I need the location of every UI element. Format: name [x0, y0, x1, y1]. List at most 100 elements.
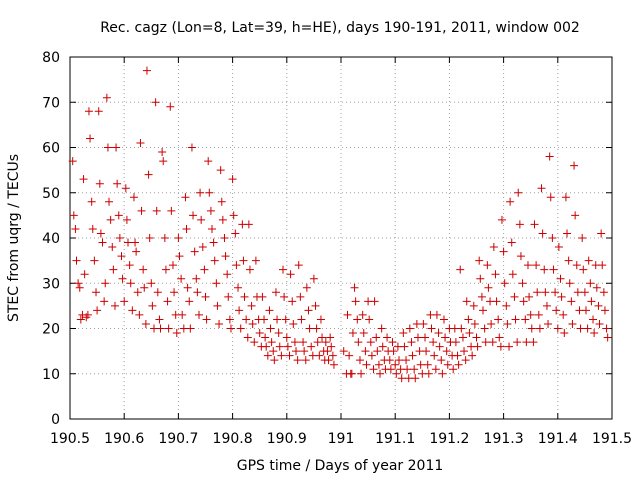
x-tick-label: 191.5	[592, 431, 632, 447]
data-point	[232, 261, 241, 270]
data-point	[224, 292, 233, 301]
data-point	[599, 288, 608, 297]
data-point	[462, 297, 471, 306]
data-point	[148, 301, 157, 310]
data-point	[475, 256, 484, 265]
data-point	[541, 288, 550, 297]
data-point	[74, 279, 83, 288]
data-point	[540, 265, 549, 274]
x-tick-label: 191.4	[538, 431, 578, 447]
data-point	[242, 315, 251, 324]
data-point	[328, 351, 337, 360]
data-point	[348, 329, 357, 338]
data-point	[93, 306, 102, 315]
data-point	[164, 324, 173, 333]
data-point	[121, 184, 130, 193]
data-point	[542, 301, 551, 310]
data-point	[197, 215, 206, 224]
data-point	[108, 243, 117, 252]
data-point	[361, 347, 370, 356]
data-point	[128, 306, 137, 315]
data-point	[527, 324, 536, 333]
data-point	[354, 338, 363, 347]
data-point	[578, 234, 587, 242]
x-tick-label: 190.9	[267, 431, 307, 447]
data-point	[408, 351, 417, 360]
data-point	[159, 157, 168, 166]
data-point	[389, 347, 398, 356]
data-point	[223, 270, 232, 279]
data-point	[327, 342, 336, 351]
data-point	[347, 369, 356, 378]
data-point	[307, 342, 316, 351]
data-point	[94, 107, 103, 116]
data-point	[511, 315, 520, 324]
data-point	[106, 215, 115, 224]
data-point	[357, 369, 366, 378]
data-point	[122, 215, 131, 224]
data-point	[556, 274, 565, 283]
data-point	[140, 283, 149, 292]
data-point	[422, 347, 431, 356]
data-point	[185, 297, 194, 306]
x-tick-label: 191.2	[429, 431, 469, 447]
data-point	[419, 319, 428, 328]
data-point	[523, 261, 532, 270]
data-point	[581, 306, 590, 315]
data-point	[407, 338, 416, 347]
data-point	[468, 351, 477, 360]
data-point	[189, 211, 198, 220]
data-point	[221, 252, 230, 261]
chart-title: Rec. cagz (Lon=8, Lat=39, h=HE), days 19…	[100, 20, 580, 36]
data-point	[86, 134, 95, 143]
data-point	[434, 329, 443, 338]
y-tick-label: 30	[42, 276, 60, 292]
y-tick-label: 0	[51, 412, 60, 428]
data-point	[288, 297, 297, 306]
data-point	[470, 319, 479, 328]
data-point	[521, 315, 530, 324]
data-point	[430, 351, 439, 360]
data-point	[261, 333, 270, 342]
data-point	[479, 306, 488, 315]
data-point	[533, 288, 542, 297]
y-tick-label: 70	[42, 95, 60, 111]
data-point	[220, 234, 229, 242]
data-point	[282, 333, 291, 342]
data-point	[365, 315, 374, 324]
data-point	[101, 279, 110, 288]
data-point	[72, 256, 81, 265]
data-point	[454, 360, 463, 369]
data-point	[457, 324, 466, 333]
data-point	[129, 193, 138, 202]
data-point	[394, 356, 403, 365]
data-point	[503, 319, 512, 328]
data-point	[369, 365, 378, 374]
data-point	[76, 315, 85, 324]
data-point	[279, 265, 288, 274]
data-point	[355, 356, 364, 365]
data-point	[594, 301, 603, 310]
data-point	[273, 315, 282, 324]
data-point	[326, 333, 335, 342]
data-point	[290, 338, 299, 347]
data-point	[510, 292, 519, 301]
data-point	[559, 310, 568, 319]
data-point	[141, 319, 150, 328]
data-point	[296, 292, 305, 301]
data-point	[589, 315, 598, 324]
data-point	[385, 356, 394, 365]
data-point	[234, 283, 243, 292]
data-point	[204, 157, 213, 166]
y-tick-label: 20	[42, 322, 60, 338]
x-tick-label: 190.5	[50, 431, 90, 447]
data-point	[532, 261, 541, 270]
data-point	[302, 283, 311, 292]
data-point	[125, 261, 134, 270]
data-point	[400, 342, 409, 351]
data-point	[586, 279, 595, 288]
data-point	[451, 338, 460, 347]
data-point	[299, 338, 308, 347]
data-point	[250, 338, 259, 347]
